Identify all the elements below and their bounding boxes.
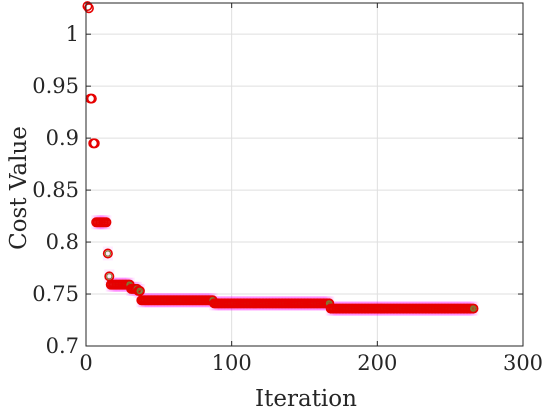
data-point bbox=[86, 93, 97, 104]
data-point-marker bbox=[468, 303, 479, 314]
data-point-inner-marker bbox=[136, 287, 144, 295]
y-tick-label: 0.9 bbox=[46, 126, 79, 150]
y-tick-label: 0.7 bbox=[46, 334, 79, 358]
data-point bbox=[82, 1, 93, 12]
data-point-marker bbox=[83, 3, 94, 14]
data-point bbox=[134, 285, 145, 296]
data-point bbox=[102, 248, 113, 259]
data-point bbox=[101, 217, 112, 228]
x-tick-label: 0 bbox=[79, 351, 92, 375]
y-tick-label: 0.75 bbox=[32, 282, 79, 306]
point-halo bbox=[102, 246, 113, 261]
data-point-marker bbox=[89, 138, 100, 149]
grid-lines bbox=[86, 3, 523, 346]
tick-labels: 0 100 200 300 0.7 0.75 0.8 0.85 0.9 0.95 1 bbox=[32, 22, 543, 375]
data-point-inner-marker bbox=[104, 250, 111, 257]
x-tick-label: 300 bbox=[503, 351, 543, 375]
data-point-inner-marker bbox=[470, 305, 477, 312]
data-point-marker bbox=[86, 93, 97, 104]
x-axis-label: Iteration bbox=[255, 386, 357, 412]
y-tick-label: 0.95 bbox=[32, 74, 79, 98]
data-point-marker bbox=[101, 217, 112, 228]
point-halo bbox=[104, 269, 115, 284]
y-tick-label: 1 bbox=[66, 22, 79, 46]
y-tick-label: 0.85 bbox=[32, 178, 79, 202]
data-point bbox=[89, 138, 100, 149]
data-point bbox=[468, 303, 479, 314]
x-tick-label: 200 bbox=[357, 351, 397, 375]
axes-box bbox=[85, 2, 524, 347]
y-axis-label: Cost Value bbox=[6, 126, 32, 250]
data-point-marker bbox=[82, 1, 93, 12]
data-point bbox=[83, 3, 94, 14]
x-tick-label: 100 bbox=[212, 351, 252, 375]
plot-box bbox=[85, 2, 524, 347]
data-point-inner-marker bbox=[106, 273, 113, 280]
data-point-marker bbox=[134, 285, 145, 296]
data-points bbox=[82, 1, 479, 314]
y-tick-label: 0.8 bbox=[46, 230, 79, 254]
data-point-marker bbox=[102, 248, 113, 259]
